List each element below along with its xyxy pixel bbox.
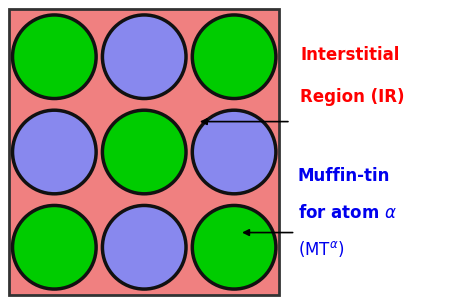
Ellipse shape bbox=[13, 15, 96, 98]
Bar bbox=[9, 9, 279, 295]
Ellipse shape bbox=[192, 206, 276, 289]
Text: for atom $\alpha$: for atom $\alpha$ bbox=[298, 204, 397, 222]
Ellipse shape bbox=[102, 15, 186, 98]
Ellipse shape bbox=[13, 206, 96, 289]
Text: $(\mathrm{MT}^{\alpha})$: $(\mathrm{MT}^{\alpha})$ bbox=[298, 239, 344, 259]
Ellipse shape bbox=[102, 110, 186, 194]
Text: Muffin-tin: Muffin-tin bbox=[298, 167, 390, 185]
Text: Interstitial: Interstitial bbox=[300, 46, 400, 64]
Text: Region (IR): Region (IR) bbox=[300, 88, 405, 106]
Ellipse shape bbox=[102, 206, 186, 289]
Ellipse shape bbox=[192, 15, 276, 98]
Ellipse shape bbox=[192, 110, 276, 194]
Ellipse shape bbox=[13, 110, 96, 194]
